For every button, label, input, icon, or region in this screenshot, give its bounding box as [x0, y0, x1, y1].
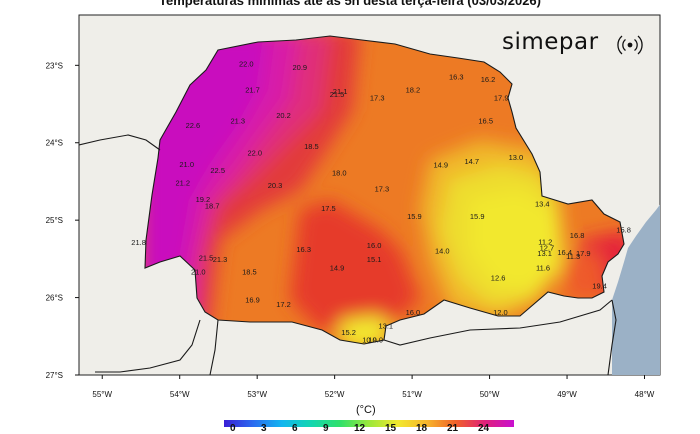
- colorbar-tick-label: 9: [323, 423, 329, 434]
- lon-tick-label: 48°W: [635, 390, 655, 399]
- station-value: 13.4: [535, 199, 550, 208]
- station-value: 22.0: [247, 148, 262, 157]
- colorbar-tick-label: 6: [292, 423, 298, 434]
- neighbor-borders: [79, 134, 617, 375]
- lat-tick-label: 27°S: [46, 371, 63, 380]
- station-value: 22.5: [210, 166, 225, 175]
- colorbar-tick-label: 21: [447, 423, 459, 434]
- station-value: 16.5: [478, 117, 493, 126]
- station-value: 12.6: [491, 274, 506, 283]
- station-value: 17.3: [370, 93, 385, 102]
- station-value: 16.2: [481, 75, 496, 84]
- station-value: 14.9: [330, 264, 345, 273]
- signal-waves-icon: [617, 35, 643, 55]
- lon-tick-label: 50°W: [480, 390, 500, 399]
- colorbar-tick-label: 0: [230, 423, 236, 434]
- station-value: 19.2: [196, 195, 211, 204]
- station-value: 15.9: [407, 212, 422, 221]
- map-title: Temperaturas mínimas até às 5h desta ter…: [158, 0, 541, 8]
- station-value: 18.5: [242, 268, 257, 277]
- station-value: 21.0: [179, 160, 194, 169]
- station-value: 21.7: [245, 86, 260, 95]
- lon-tick-label: 49°W: [557, 390, 577, 399]
- station-values: 22.0 20.921.7 21.121.5 17.318.216.3 16.217.9…: [131, 59, 631, 344]
- station-value: 18.0: [332, 168, 347, 177]
- station-value: 21.3: [230, 117, 245, 126]
- station-value: 20.3: [268, 181, 283, 190]
- colorbar-tick-label: 15: [385, 423, 397, 434]
- station-value: 17.9: [494, 93, 509, 102]
- station-value: 13.1: [537, 249, 552, 258]
- station-value: 21.0: [191, 268, 206, 277]
- station-value: 16.3: [296, 245, 311, 254]
- colorbar-unit: (°C): [356, 404, 376, 416]
- station-value: 12.0: [493, 308, 508, 317]
- station-value: 22.0: [239, 59, 254, 68]
- station-value: 15.9: [470, 212, 485, 221]
- lat-tick-label: 23°S: [46, 61, 63, 70]
- station-value: 12.7: [540, 244, 555, 253]
- station-value: 16.9: [245, 295, 260, 304]
- station-value: 16.8: [570, 231, 585, 240]
- station-value: 13.1: [378, 322, 393, 331]
- station-value: 19.4: [592, 282, 607, 291]
- lat-tick-label: 25°S: [46, 216, 63, 225]
- station-value: 18.2: [406, 86, 421, 95]
- station-value: 15.1: [367, 255, 382, 264]
- colorbar-tick-label: 12: [354, 423, 366, 434]
- ocean: [612, 204, 660, 375]
- station-value: 20.9: [292, 63, 307, 72]
- station-value: 22.6: [186, 121, 201, 130]
- station-value: 17.3: [375, 185, 390, 194]
- lat-tick-label: 26°S: [46, 294, 63, 303]
- brand-logo: simepar: [502, 29, 599, 55]
- station-value: 18.7: [205, 202, 220, 211]
- station-value: 16.0: [367, 241, 382, 250]
- lon-tick-label: 53°W: [247, 390, 267, 399]
- station-value: 15.2: [341, 328, 356, 337]
- station-value: 17.2: [276, 300, 291, 309]
- colorbar-tick-label: 18: [416, 423, 428, 434]
- station-value: 21.1: [333, 87, 348, 96]
- station-value: 11.6: [536, 264, 550, 273]
- station-value: 17.5: [321, 204, 336, 213]
- station-value: 13.0: [509, 153, 524, 162]
- colorbar-tick-label: 3: [261, 423, 267, 434]
- station-value: 14.0: [435, 247, 450, 256]
- station-value: 21.3: [213, 255, 228, 264]
- station-value: 21.5: [330, 90, 345, 99]
- station-value: 16.3: [449, 72, 464, 81]
- station-value: 17.9: [576, 249, 591, 258]
- station-value: 21.8: [131, 238, 146, 247]
- lon-tick-label: 52°W: [325, 390, 345, 399]
- station-value: 14.9: [433, 161, 448, 170]
- station-value: 16.4: [557, 248, 572, 257]
- station-value: 15.8: [616, 226, 631, 235]
- colorbar: [224, 420, 514, 427]
- longitude-axis: 55°W 54°W 53°W 52°W 51°W 50°W 49°W 48°W: [92, 375, 655, 399]
- station-value: 20.2: [276, 111, 291, 120]
- colorbar-tick-label: 24: [478, 423, 490, 434]
- station-value: 16.0: [406, 308, 421, 317]
- station-value: 11.3: [566, 252, 580, 261]
- station-value: 21.2: [175, 179, 190, 188]
- station-value: 10.9: [362, 336, 377, 345]
- station-value: 18.5: [304, 142, 319, 151]
- station-value: 10.0: [368, 336, 383, 345]
- lon-tick-label: 51°W: [402, 390, 422, 399]
- parana-border: [144, 35, 625, 345]
- latitude-axis: 23°S 24°S 25°S 26°S 27°S: [46, 61, 79, 380]
- station-value: 11.2: [538, 237, 552, 246]
- lon-tick-label: 55°W: [92, 390, 112, 399]
- station-value: 14.7: [464, 157, 479, 166]
- station-value: 21.5: [199, 254, 214, 263]
- lon-tick-label: 54°W: [170, 390, 190, 399]
- lat-tick-label: 24°S: [46, 139, 63, 148]
